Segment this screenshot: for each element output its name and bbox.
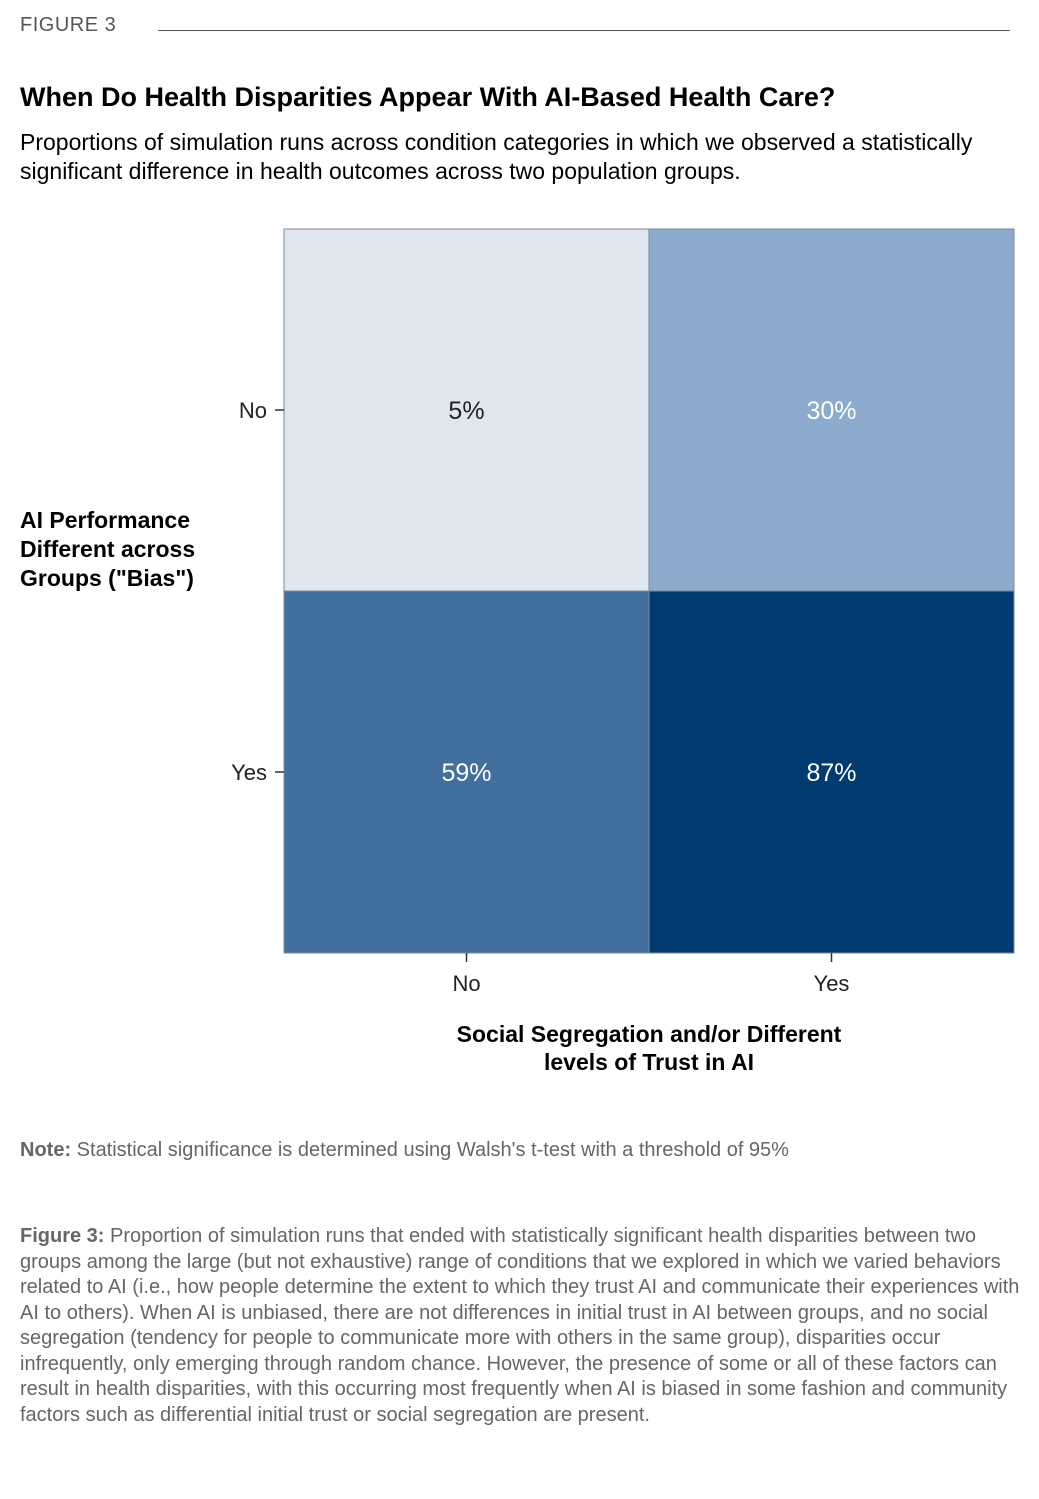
x-tick-label: No [452,971,480,996]
y-axis-label-line: AI Performance [20,507,190,533]
cell-value-label: 59% [441,759,491,787]
figure-header: FIGURE 3 [20,14,1010,44]
cell-value-label: 30% [806,397,856,425]
x-axis-label-line: Social Segregation and/or Different [457,1021,842,1047]
heatmap-cell-yes-no [283,590,650,954]
heatmap-chart: 5% 30% 59% 87% No Yes No Yes Social Segregation … [20,228,1015,1075]
cell-value-label: 5% [448,397,484,425]
caption-text: Proportion of simulation runs that ended… [20,1225,1020,1426]
note-text: Statistical significance is determined u… [71,1139,789,1161]
y-axis-label-line: Different across [20,536,195,562]
heatmap-cell-no-yes [648,228,1015,592]
y-tick-label: No [239,398,267,423]
header-rule [158,30,1010,31]
x-axis-label-line: levels of Trust in AI [544,1049,754,1075]
figure-caption: Figure 3: Proportion of simulation runs … [20,1224,1020,1428]
heatmap-cell-yes-yes [648,590,1015,954]
heatmap-cell-no-no [283,228,650,592]
y-axis-label-line: Groups ("Bias") [20,565,194,591]
cell-value-label: 87% [806,759,856,787]
chart-subtitle: Proportions of simulation runs across co… [20,129,973,184]
y-tick-label: Yes [231,760,267,785]
note-label: Note: [20,1139,72,1161]
x-tick-label: Yes [814,971,850,996]
chart-title: When Do Health Disparities Appear With A… [20,82,836,112]
note: Note: Statistical significance is determ… [20,1139,1020,1162]
figure-label: FIGURE 3 [20,14,117,36]
caption-label: Figure 3: [20,1225,105,1247]
